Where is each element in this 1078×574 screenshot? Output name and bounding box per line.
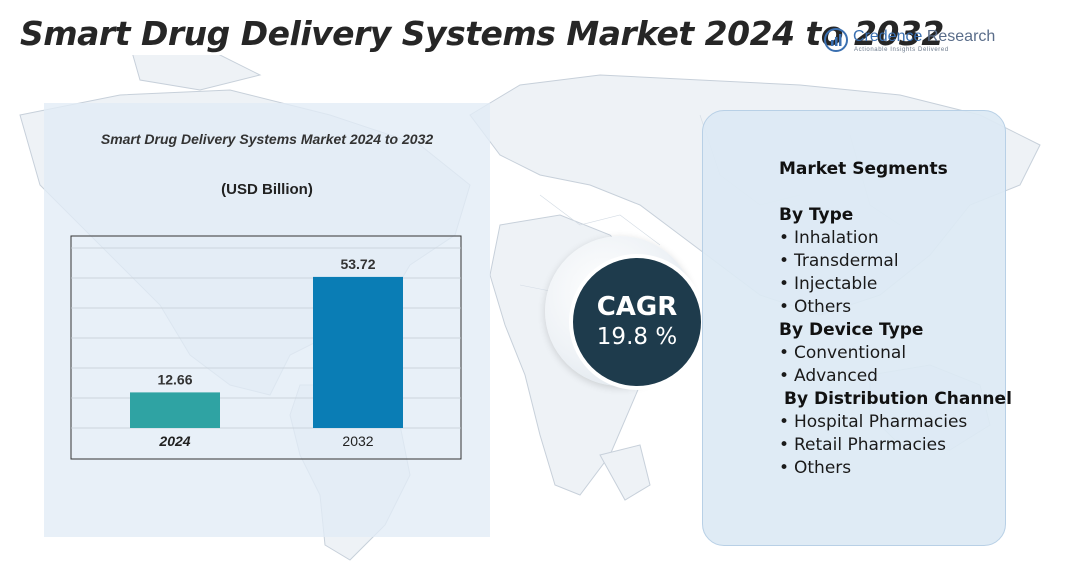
segment-item-label: Injectable	[794, 274, 878, 294]
bullet-icon: •	[779, 412, 790, 432]
bullet-icon: •	[779, 228, 790, 248]
segment-item-label: Others	[794, 297, 852, 317]
bar-2032	[313, 276, 403, 428]
segment-item: • Conventional	[779, 342, 1007, 365]
segment-item: • Hospital Pharmacies	[779, 411, 1007, 434]
segment-item-label: Hospital Pharmacies	[794, 412, 968, 432]
bar-chart: 12.66 2024 53.72 2032	[70, 235, 462, 460]
credence-logo-icon	[824, 28, 848, 52]
bullet-icon: •	[779, 458, 790, 478]
segment-group-title: By Device Type	[779, 320, 924, 340]
segment-item: • Inhalation	[779, 227, 1007, 250]
bullet-icon: •	[779, 251, 790, 271]
bar-value-label: 12.66	[157, 371, 192, 387]
segment-group-title: By Type	[779, 205, 854, 225]
segment-group-title: By Distribution Channel	[784, 389, 1012, 409]
segment-item: • Others	[779, 457, 1007, 480]
bullet-icon: •	[779, 366, 790, 386]
segment-item-label: Others	[794, 458, 852, 478]
segments-heading: Market Segments	[779, 159, 948, 179]
x-tick-label: 2032	[342, 433, 373, 449]
cagr-badge: CAGR 19.8 %	[569, 254, 705, 390]
chart-title: Smart Drug Delivery Systems Market 2024 …	[100, 131, 434, 147]
cagr-value: 19.8 %	[596, 324, 678, 350]
segments-list: Market Segments By Type • Inhalation • Trans…	[779, 158, 1012, 480]
bullet-icon: •	[779, 274, 790, 294]
page-title: Smart Drug Delivery Systems Market 2024 …	[20, 14, 944, 53]
cagr-label: CAGR	[596, 292, 678, 322]
bullet-icon: •	[779, 297, 790, 317]
bar-2024	[130, 392, 220, 428]
segment-item-label: Conventional	[794, 343, 907, 363]
x-tick-label: 2024	[158, 433, 190, 449]
bullet-icon: •	[779, 435, 790, 455]
segment-item: • Others	[779, 296, 1007, 319]
chart-unit-label: (USD Billion)	[221, 181, 313, 198]
segment-item-label: Inhalation	[794, 228, 879, 248]
segment-item-label: Transdermal	[794, 251, 899, 271]
segment-item: • Advanced	[779, 365, 1007, 388]
bar-value-label: 53.72	[340, 256, 375, 272]
segments-spacer	[779, 181, 1007, 204]
segment-item: • Retail Pharmacies	[779, 434, 1007, 457]
segment-item: • Transdermal	[779, 250, 1007, 273]
brand-name-part1: Credence	[853, 28, 923, 45]
market-segments-panel: Market Segments By Type • Inhalation • Trans…	[702, 110, 1012, 546]
brand-tagline: Actionable Insights Delivered	[854, 47, 949, 53]
plot-frame	[70, 235, 462, 460]
segment-item-label: Retail Pharmacies	[794, 435, 946, 455]
brand-name-part2: Research	[922, 28, 996, 45]
segment-item: • Injectable	[779, 273, 1007, 296]
segment-item-label: Advanced	[794, 366, 878, 386]
brand-name: Credence Research	[853, 28, 995, 46]
chart-panel: Smart Drug Delivery Systems Market 2024 …	[44, 103, 490, 537]
bullet-icon: •	[779, 343, 790, 363]
